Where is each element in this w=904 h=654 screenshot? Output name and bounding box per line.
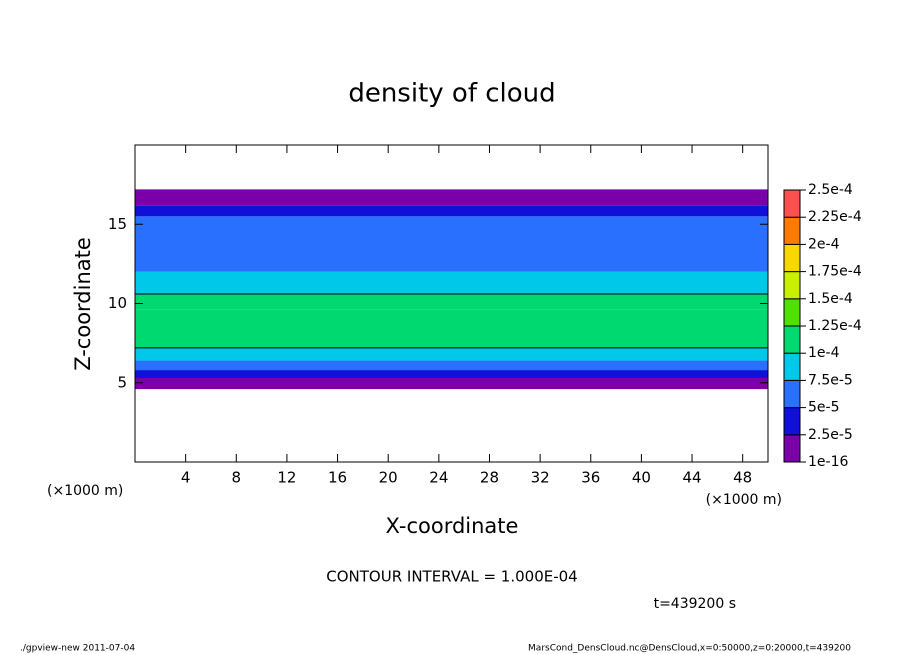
x-unit: (×1000 m) bbox=[706, 492, 782, 508]
chart-title: density of cloud bbox=[348, 79, 555, 109]
colorbar-label: 1.25e-4 bbox=[808, 318, 862, 334]
colorbar-label: 1e-4 bbox=[808, 345, 840, 361]
x-tick-label: 20 bbox=[379, 469, 398, 487]
colorbar-box bbox=[783, 434, 801, 463]
x-tick-label: 8 bbox=[232, 469, 242, 487]
colorbar-box bbox=[783, 189, 801, 218]
x-unit: (×1000 m) bbox=[47, 483, 123, 499]
density-band bbox=[135, 293, 768, 310]
density-band bbox=[135, 377, 768, 390]
y-tick-label: 5 bbox=[117, 373, 127, 391]
x-tick-label: 32 bbox=[531, 469, 550, 487]
colorbar-label: 2.5e-5 bbox=[808, 427, 853, 443]
density-band bbox=[135, 216, 768, 272]
colorbar-label: 1e-16 bbox=[808, 454, 848, 470]
colorbar-label: 1.75e-4 bbox=[808, 264, 862, 280]
colorbar-label: 5e-5 bbox=[808, 400, 839, 416]
colorbar-box bbox=[783, 271, 801, 300]
colorbar-label: 2.25e-4 bbox=[808, 209, 862, 225]
colorbar-label: 7.5e-5 bbox=[808, 372, 853, 388]
density-band bbox=[135, 370, 768, 378]
time-label: t=439200 s bbox=[654, 596, 736, 612]
density-band bbox=[135, 271, 768, 294]
x-tick-label: 24 bbox=[429, 469, 448, 487]
colorbar-label: 1.5e-4 bbox=[808, 291, 853, 307]
x-tick-label: 40 bbox=[632, 469, 651, 487]
colorbar-box bbox=[783, 352, 801, 381]
contour-interval: CONTOUR INTERVAL = 1.000E-04 bbox=[326, 568, 577, 586]
y-axis-label: Z-coordinate bbox=[71, 237, 95, 371]
colorbar-label: 2e-4 bbox=[808, 236, 840, 252]
footer-left: ./gpview-new 2011-07-04 bbox=[20, 644, 135, 654]
x-axis-label: X-coordinate bbox=[386, 514, 519, 538]
colorbar-label: 2.5e-4 bbox=[808, 182, 853, 198]
colorbar-box bbox=[783, 325, 801, 354]
colorbar-box bbox=[783, 379, 801, 409]
colorbar-box bbox=[783, 298, 801, 327]
x-tick-label: 36 bbox=[581, 469, 600, 487]
y-tick-label: 10 bbox=[108, 294, 127, 312]
x-tick-label: 48 bbox=[733, 469, 752, 487]
footer-right: MarsCond_DensCloud.nc@DensCloud,x=0:5000… bbox=[528, 644, 851, 654]
colorbar-box bbox=[783, 407, 801, 436]
x-tick-label: 28 bbox=[480, 469, 499, 487]
colorbar-box bbox=[783, 243, 801, 273]
y-tick-label: 15 bbox=[108, 215, 127, 233]
density-band bbox=[135, 205, 768, 217]
density-band bbox=[135, 309, 768, 348]
x-tick-label: 4 bbox=[181, 469, 191, 487]
x-tick-label: 12 bbox=[277, 469, 296, 487]
x-tick-label: 16 bbox=[328, 469, 347, 487]
density-band bbox=[135, 360, 768, 371]
density-band bbox=[135, 347, 768, 361]
x-tick-label: 44 bbox=[682, 469, 701, 487]
colorbar-box bbox=[783, 216, 801, 245]
density-band bbox=[135, 189, 768, 206]
